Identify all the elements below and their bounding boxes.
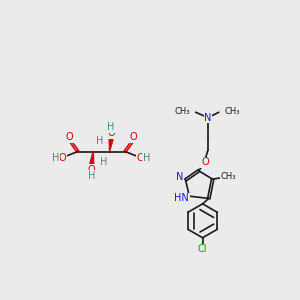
Text: O: O <box>107 128 115 138</box>
Text: O: O <box>88 165 96 175</box>
Text: H: H <box>52 153 60 164</box>
Text: H: H <box>88 171 95 181</box>
Text: O: O <box>65 132 73 142</box>
Text: H: H <box>100 157 107 167</box>
Text: H: H <box>96 136 103 146</box>
Text: CH₃: CH₃ <box>224 107 240 116</box>
Polygon shape <box>90 152 94 164</box>
Text: O: O <box>130 132 137 142</box>
Text: O: O <box>58 153 66 163</box>
Text: H: H <box>107 122 115 132</box>
Text: H: H <box>143 153 151 164</box>
Text: O: O <box>137 153 144 163</box>
Text: CH₃: CH₃ <box>220 172 236 182</box>
Text: N: N <box>204 112 212 123</box>
Text: O: O <box>201 157 209 167</box>
Text: HN: HN <box>174 194 189 203</box>
Text: CH₃: CH₃ <box>175 107 190 116</box>
Text: N: N <box>176 172 184 182</box>
Polygon shape <box>109 139 113 152</box>
Text: Cl: Cl <box>198 244 207 254</box>
